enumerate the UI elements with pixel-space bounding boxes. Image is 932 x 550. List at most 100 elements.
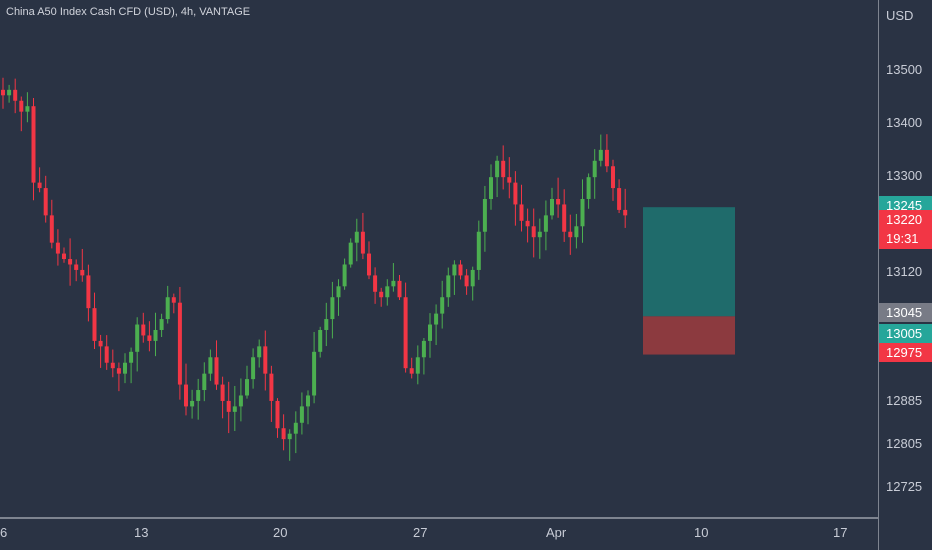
candle-body — [531, 226, 536, 238]
candle-body — [446, 275, 451, 298]
candle-body — [306, 395, 310, 407]
candle-body — [208, 357, 213, 374]
price-tag-marker — [879, 324, 932, 343]
candle-body — [299, 406, 304, 423]
candle-body — [354, 231, 359, 243]
candle-body — [62, 253, 66, 260]
candle-body — [324, 319, 329, 330]
candle-body — [7, 89, 12, 96]
time-axis[interactable]: 6 13 20 27 Apr 10 17 — [0, 525, 847, 540]
candle-body — [428, 324, 432, 341]
price-tag-last — [879, 210, 932, 230]
time-label: 20 — [273, 525, 287, 540]
candle-body — [293, 422, 298, 434]
candle-body — [80, 269, 85, 276]
price-tag-stop-label: 12975 — [886, 345, 922, 360]
time-label: 6 — [0, 525, 7, 540]
candles-layer — [1, 77, 628, 461]
candle-body — [409, 368, 414, 374]
candle-body — [574, 226, 579, 238]
candle-body — [55, 242, 60, 254]
price-tag-target — [879, 196, 932, 214]
candle-body — [104, 346, 109, 363]
candle-body — [257, 346, 262, 358]
candle-body — [379, 291, 384, 298]
candle-body — [440, 297, 445, 314]
candle-body — [110, 362, 115, 369]
candle-body — [190, 400, 195, 407]
candle-body — [519, 204, 524, 221]
candle-body — [598, 149, 603, 161]
price-tag-last-label: 13220 — [886, 212, 922, 227]
candle-body — [556, 198, 561, 205]
candle-body — [415, 357, 420, 374]
candle-body — [177, 302, 182, 385]
candle-body — [226, 400, 231, 412]
candle-body — [330, 297, 335, 320]
price-tick: 12725 — [886, 479, 922, 494]
candle-body — [92, 308, 97, 341]
candle-body — [348, 242, 353, 265]
time-label: Apr — [546, 525, 567, 540]
candle-body — [275, 400, 280, 429]
candle-body — [421, 340, 426, 358]
candle-body — [464, 275, 469, 287]
candle-body — [513, 182, 518, 205]
candle-body — [470, 269, 475, 287]
candle-body — [482, 198, 487, 232]
candle-body — [238, 395, 243, 407]
candle-body — [360, 231, 365, 254]
price-chart[interactable]: 6 13 20 27 Apr 10 17 — [0, 0, 878, 550]
candle-body — [367, 253, 371, 276]
candle-body — [13, 89, 18, 101]
candle-body — [86, 275, 91, 309]
target-zone[interactable] — [643, 207, 735, 317]
candle-body — [153, 329, 158, 341]
candle-body — [537, 231, 542, 238]
candle-body — [385, 286, 390, 298]
candle-body — [342, 264, 347, 287]
candle-body — [617, 188, 622, 210]
price-tag-entry-label: 13045 — [886, 305, 922, 320]
candle-body — [147, 335, 152, 341]
time-label: 10 — [694, 525, 708, 540]
price-tag-entry — [879, 303, 932, 322]
candle-body — [550, 198, 554, 216]
candle-body — [196, 390, 201, 401]
countdown-label: 19:31 — [886, 231, 919, 246]
candle-body — [31, 106, 36, 183]
candle-body — [434, 313, 439, 325]
candle-body — [489, 177, 493, 199]
candle-body — [49, 215, 54, 243]
candle-body — [220, 384, 225, 401]
candle-body — [525, 220, 530, 227]
candle-body — [592, 160, 597, 178]
candle-body — [159, 319, 164, 330]
stop-zone[interactable] — [643, 316, 735, 355]
candle-body — [373, 275, 378, 292]
candle-body — [580, 198, 585, 227]
candle-body — [604, 149, 609, 167]
candle-body — [611, 166, 615, 189]
price-axis[interactable]: USD 13500 13400 13300 13120 12885 12805 … — [878, 0, 932, 550]
candle-body — [214, 357, 219, 385]
candle-body — [391, 280, 396, 287]
candle-body — [43, 188, 48, 216]
candle-body — [184, 384, 188, 407]
candle-body — [476, 231, 481, 270]
candle-body — [495, 160, 500, 178]
candle-body — [135, 324, 140, 352]
candle-body — [501, 160, 506, 178]
candle-body — [403, 297, 408, 369]
candle-body — [98, 340, 103, 347]
candle-body — [312, 351, 317, 396]
candle-body — [318, 329, 323, 352]
candle-body — [281, 428, 286, 440]
price-tick: 12885 — [886, 393, 922, 408]
price-tick: 13400 — [886, 115, 922, 130]
price-tag-stop — [879, 343, 932, 362]
candle-body — [287, 433, 292, 440]
price-tag-target-label: 13245 — [886, 198, 922, 213]
candle-body — [165, 297, 170, 320]
candle-body — [123, 362, 127, 374]
